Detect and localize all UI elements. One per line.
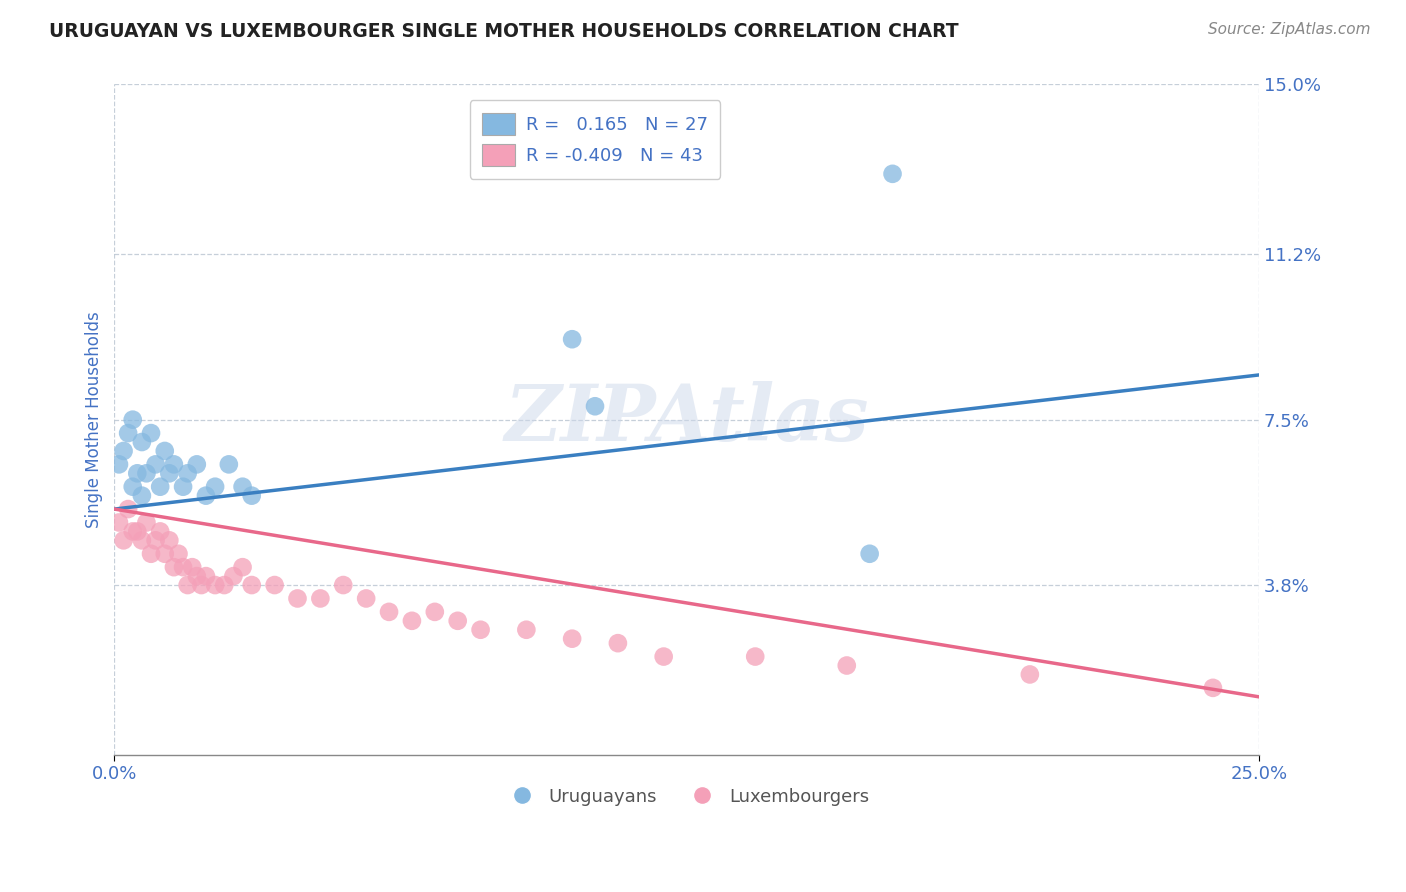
Point <box>222 569 245 583</box>
Point <box>112 533 135 548</box>
Point <box>145 458 167 472</box>
Point <box>163 560 186 574</box>
Point <box>121 524 143 539</box>
Point <box>859 547 882 561</box>
Point <box>204 480 226 494</box>
Point <box>263 578 285 592</box>
Point <box>108 516 131 530</box>
Point <box>606 636 628 650</box>
Point <box>131 435 153 450</box>
Point <box>153 547 176 561</box>
Point <box>561 632 583 646</box>
Point <box>882 167 904 181</box>
Point <box>172 480 194 494</box>
Point <box>157 533 180 548</box>
Y-axis label: Single Mother Households: Single Mother Households <box>86 311 103 528</box>
Point <box>176 467 198 481</box>
Point <box>1202 681 1225 695</box>
Point <box>232 560 254 574</box>
Point <box>652 649 675 664</box>
Point <box>378 605 401 619</box>
Point <box>332 578 354 592</box>
Point <box>194 489 217 503</box>
Point <box>204 578 226 592</box>
Point <box>153 444 176 458</box>
Point <box>135 516 157 530</box>
Point <box>181 560 204 574</box>
Point <box>121 412 143 426</box>
Text: ZIPAtlas: ZIPAtlas <box>505 382 869 458</box>
Point <box>240 578 263 592</box>
Text: URUGUAYAN VS LUXEMBOURGER SINGLE MOTHER HOUSEHOLDS CORRELATION CHART: URUGUAYAN VS LUXEMBOURGER SINGLE MOTHER … <box>49 22 959 41</box>
Point <box>131 489 153 503</box>
Point <box>135 467 157 481</box>
Point <box>354 591 377 606</box>
Point <box>139 426 162 441</box>
Point <box>309 591 332 606</box>
Point <box>112 444 135 458</box>
Point <box>1018 667 1040 681</box>
Point <box>190 578 212 592</box>
Point <box>157 467 180 481</box>
Point <box>240 489 263 503</box>
Point <box>835 658 858 673</box>
Point <box>149 480 172 494</box>
Point <box>218 458 240 472</box>
Point <box>186 458 208 472</box>
Point <box>117 502 139 516</box>
Point <box>515 623 537 637</box>
Point <box>561 332 583 346</box>
Legend: Uruguayans, Luxembourgers: Uruguayans, Luxembourgers <box>496 780 877 813</box>
Point <box>131 533 153 548</box>
Point <box>163 458 186 472</box>
Point <box>145 533 167 548</box>
Point <box>194 569 217 583</box>
Point <box>167 547 190 561</box>
Point <box>447 614 470 628</box>
Text: Source: ZipAtlas.com: Source: ZipAtlas.com <box>1208 22 1371 37</box>
Point <box>108 458 131 472</box>
Point <box>423 605 446 619</box>
Point <box>127 524 149 539</box>
Point <box>401 614 423 628</box>
Point <box>287 591 309 606</box>
Point <box>186 569 208 583</box>
Point <box>470 623 492 637</box>
Point <box>139 547 162 561</box>
Point <box>744 649 766 664</box>
Point <box>232 480 254 494</box>
Point <box>176 578 198 592</box>
Point <box>583 399 606 413</box>
Point <box>117 426 139 441</box>
Point <box>149 524 172 539</box>
Point <box>127 467 149 481</box>
Point <box>214 578 236 592</box>
Point <box>121 480 143 494</box>
Point <box>172 560 194 574</box>
